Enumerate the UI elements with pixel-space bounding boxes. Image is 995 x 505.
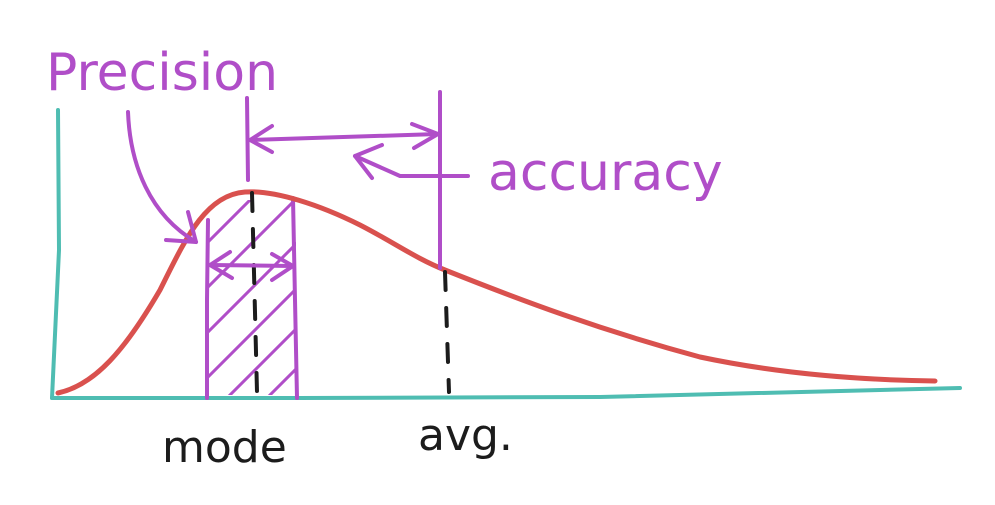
distribution-curve <box>55 189 938 396</box>
precision-band-left-edge <box>205 218 210 400</box>
precision-arrow-right-head <box>270 252 295 282</box>
precision-arrow <box>208 250 295 282</box>
x-axis <box>50 386 962 400</box>
axes <box>50 108 962 400</box>
accuracy-pointer <box>353 143 470 180</box>
y-axis <box>50 108 62 400</box>
avg-dashed-line <box>443 270 451 394</box>
accuracy-arrow <box>248 122 440 154</box>
mode-dashed-line <box>250 191 259 394</box>
accuracy-label: accuracy <box>488 143 723 203</box>
precision-arrow-left-head <box>208 250 234 280</box>
precision-pointer <box>126 110 198 244</box>
mode-label: mode <box>162 422 287 473</box>
accuracy-arrow-right-head <box>410 122 440 150</box>
precision-band <box>205 196 299 400</box>
precision-band-right-edge <box>291 196 299 400</box>
avg-label: avg. <box>418 410 513 461</box>
mode-guide-line <box>245 96 250 182</box>
accuracy-pointer-head <box>353 143 384 180</box>
precision-pointer-head <box>164 210 198 244</box>
accuracy-arrow-left-head <box>248 124 274 154</box>
precision-label: Precision <box>46 43 278 103</box>
